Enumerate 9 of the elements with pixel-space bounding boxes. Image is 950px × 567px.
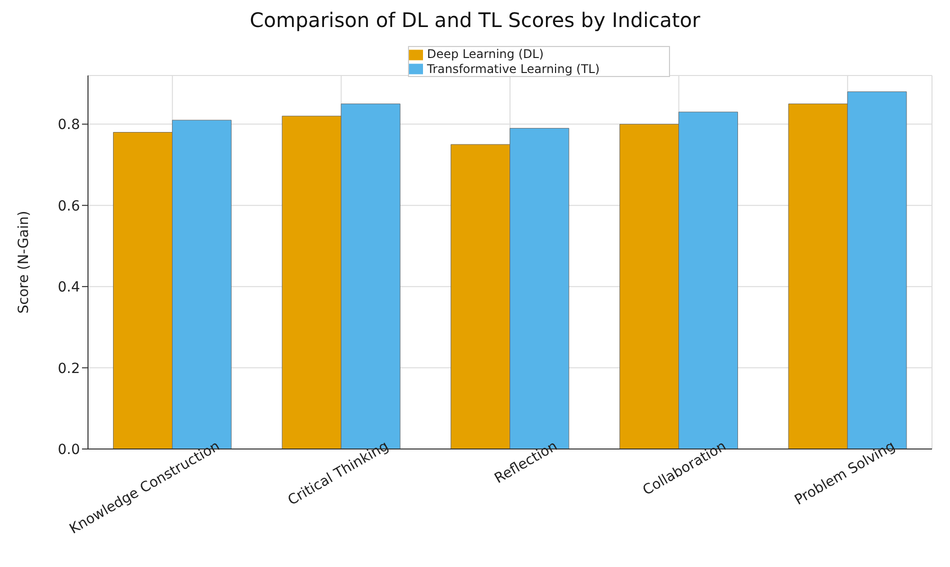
y-tick-label: 0.0 xyxy=(58,442,80,458)
y-axis-title: Score (N-Gain) xyxy=(16,210,32,314)
legend-label: Deep Learning (DL) xyxy=(427,47,544,61)
legend-label: Transformative Learning (TL) xyxy=(427,62,600,76)
y-tick-label: 0.4 xyxy=(58,280,80,296)
y-tick-label: 0.8 xyxy=(58,117,80,134)
chart-title: Comparison of DL and TL Scores by Indicator xyxy=(248,8,702,34)
y-tick-label: 0.2 xyxy=(58,360,80,377)
y-tick-label: 0.6 xyxy=(58,198,80,214)
